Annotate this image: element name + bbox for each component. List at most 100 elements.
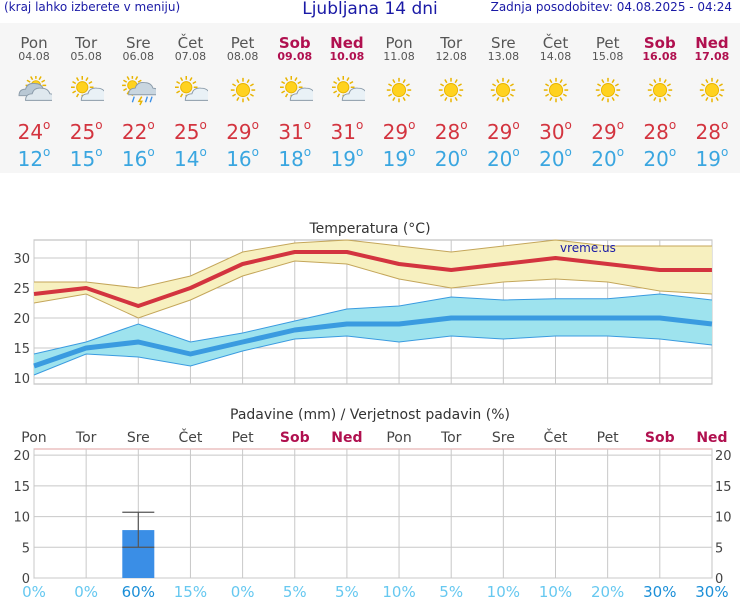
temp-min: 20o [643, 145, 677, 171]
thunderstorm-rain-icon [122, 76, 157, 106]
temp-min: 19o [330, 145, 364, 171]
precipitation-probability: 10% [487, 583, 520, 600]
temp-min: 19o [382, 145, 416, 171]
day-name: Čet [177, 34, 204, 52]
precipitation-probability: 20% [591, 583, 624, 600]
precipitation-day-label: Čet [179, 428, 203, 446]
day-name: Sre [491, 34, 516, 52]
day-name: Ned [695, 34, 729, 52]
temp-max: 25o [69, 118, 103, 144]
precipitation-day-label: Sre [127, 430, 150, 446]
sun-icon [491, 77, 516, 103]
day-date: 17.08 [694, 50, 730, 63]
partly-cloudy-icon [71, 76, 105, 101]
forecast-day: Čet 07.08 25o 14o [164, 23, 216, 171]
forecast-day: Sob 09.08 31o 18o [269, 23, 321, 171]
temp-max: 31o [278, 118, 312, 144]
day-date: 13.08 [487, 50, 520, 63]
day-name: Sob [643, 34, 676, 52]
day-name: Pet [595, 34, 620, 52]
precipitation-y-tick-left: 15 [13, 480, 30, 495]
sun-icon [647, 77, 672, 103]
day-name: Ned [330, 34, 364, 52]
day-name: Tor [440, 34, 463, 52]
precipitation-y-tick-left: 10 [13, 511, 30, 526]
temperature-y-tick: 20 [13, 312, 30, 327]
precipitation-y-tick-left: 20 [13, 449, 30, 464]
temperature-y-tick: 25 [13, 282, 30, 297]
partly-cloudy-icon [175, 76, 209, 101]
day-date: 11.08 [383, 50, 415, 63]
day-name: Tor [75, 34, 98, 52]
day-name: Pon [20, 34, 48, 52]
forecast-day: Sre 13.08 29o 20o [477, 23, 529, 171]
precipitation-day-label: Pon [21, 430, 46, 446]
sun-icon [699, 77, 725, 103]
day-date: 04.08 [18, 50, 50, 63]
temp-max: 24o [17, 118, 51, 144]
tmax-series-line [33, 250, 712, 308]
temp-min: 16o [226, 145, 259, 171]
temp-max: 28o [695, 118, 729, 144]
temp-min: 15o [69, 145, 103, 171]
precipitation-probability: 0% [231, 583, 255, 600]
partly-cloudy-icon [279, 76, 313, 101]
forecast-day: Sre 06.08 22o 16o [112, 23, 164, 171]
sun-icon [439, 77, 464, 103]
precipitation-chart-title: Padavine (mm) / Verjetnost padavin (%) [230, 407, 510, 423]
precipitation-probability: 60% [122, 583, 155, 600]
precipitation-probability: 5% [335, 583, 359, 600]
region-hint[interactable]: (kraj lahko izberete v meniju) [4, 0, 181, 14]
sun-icon [386, 77, 412, 103]
temperature-y-tick: 10 [13, 372, 30, 387]
temp-min: 20o [591, 145, 625, 171]
tmax-band-lower [33, 260, 712, 319]
watermark: vreme.us [560, 241, 616, 255]
tmax-band-upper [34, 239, 712, 289]
day-date: 14.08 [539, 50, 572, 63]
temp-max: 29o [591, 118, 625, 144]
forecast-day: Sob 16.08 28o 20o [634, 23, 686, 171]
temperature-y-tick: 30 [13, 252, 30, 267]
page-title: Ljubljana 14 dni [302, 0, 438, 19]
day-date: 12.08 [435, 50, 467, 63]
temp-max: 30o [539, 118, 572, 144]
precipitation-day-label: Pon [386, 430, 411, 446]
day-name: Čet [542, 34, 569, 52]
forecast-strip: Pon 04.08 24o 12o Tor 05.08 25o 15o Sre 06.08 2… [0, 23, 740, 173]
precipitation-day-label: Sre [492, 430, 515, 446]
precipitation-probability: 15% [174, 583, 207, 600]
last-updated: Zadnja posodobitev: 04.08.2025 - 04:24 [490, 0, 732, 14]
precipitation-day-label: Ned [696, 430, 727, 446]
temp-min: 20o [486, 145, 520, 171]
precipitation-probability: 30% [695, 583, 728, 600]
precipitation-day-label: Sob [280, 430, 310, 446]
temp-max: 28o [643, 118, 677, 144]
temp-min: 20o [539, 145, 572, 171]
precipitation-day-label: Pet [232, 430, 255, 446]
forecast-day: Ned 10.08 31o 19o [321, 23, 373, 171]
sun-icon [543, 77, 568, 103]
tmin-band-upper [33, 293, 713, 355]
precipitation-probability: 0% [22, 583, 46, 600]
precipitation-y-tick-right: 10 [715, 511, 732, 526]
temp-max: 28o [434, 118, 468, 144]
tmin-band-lower [33, 335, 713, 376]
day-name: Pet [230, 34, 255, 52]
precipitation-probability: 5% [439, 583, 463, 600]
precipitation-day-label: Sob [645, 430, 675, 446]
day-name: Pon [385, 34, 413, 52]
precipitation-probability: 0% [74, 583, 98, 600]
precipitation-day-label: Ned [331, 430, 362, 446]
precipitation-probability: 10% [382, 583, 415, 600]
day-date: 15.08 [591, 50, 624, 63]
sun-icon [230, 77, 255, 103]
cloudy-sun-icon [18, 76, 52, 101]
sun-icon [595, 77, 620, 103]
forecast-day: Pet 08.08 29o 16o [217, 23, 269, 171]
temp-max: 29o [486, 118, 520, 144]
forecast-day: Pon 11.08 29o 19o [373, 23, 425, 171]
day-name: Sob [278, 34, 311, 52]
temp-max: 25o [174, 118, 207, 144]
